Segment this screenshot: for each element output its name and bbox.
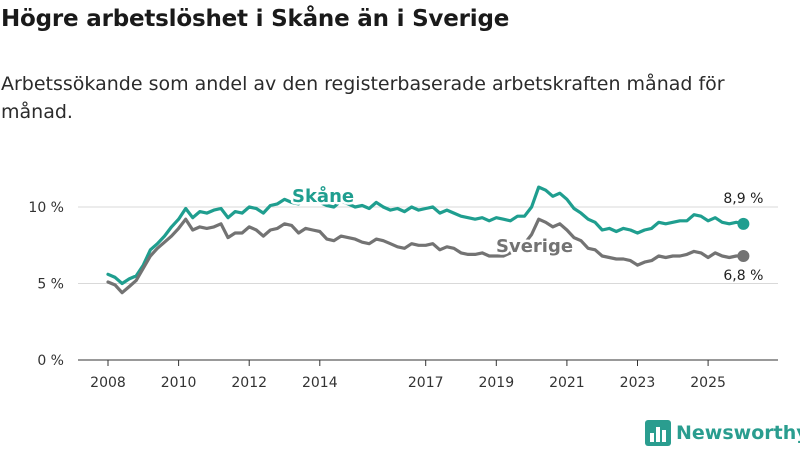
x-tick-label: 2025: [690, 375, 726, 391]
axes: 0 % 5 % 10 % 2008 2010 2012 2014 2017 2019 2021 20…: [28, 200, 778, 391]
labels: Skåne 8,9 % Sverige 6,8 %: [290, 183, 764, 284]
end-point-skåne: [737, 217, 750, 230]
end-label-skåne: 8,9 %: [723, 191, 763, 207]
x-tick-label: 2019: [478, 375, 514, 391]
series-line-skåne: [106, 185, 745, 286]
end-point-sverige: [737, 249, 750, 262]
x-tick-label: 2010: [161, 375, 197, 391]
brand-logo[interactable]: Newsworthy: [645, 418, 800, 448]
x-tick-label: 2021: [549, 375, 585, 391]
y-tick-label: 10 %: [28, 200, 64, 216]
bar-chart-logo-icon: [645, 420, 671, 446]
brand-name: Newsworthy: [676, 422, 800, 444]
series-line-sverige: [106, 217, 745, 295]
x-tick-label: 2012: [231, 375, 267, 391]
x-tick-label: 2017: [408, 375, 444, 391]
y-tick-label: 5 %: [37, 277, 64, 293]
series: [106, 185, 745, 295]
y-tick-label: 0 %: [37, 353, 64, 369]
series-label-sverige: Sverige: [496, 236, 573, 257]
x-tick-label: 2008: [90, 375, 126, 391]
series-label-skåne: Skåne: [292, 185, 354, 207]
x-tick-label: 2023: [620, 375, 656, 391]
chart-subtitle: Arbetssökande som andel av den registerb…: [1, 73, 725, 123]
page-title: Högre arbetslöshet i Skåne än i Sverige: [1, 6, 510, 32]
end-label-sverige: 6,8 %: [723, 268, 763, 284]
x-tick-label: 2014: [302, 375, 338, 391]
